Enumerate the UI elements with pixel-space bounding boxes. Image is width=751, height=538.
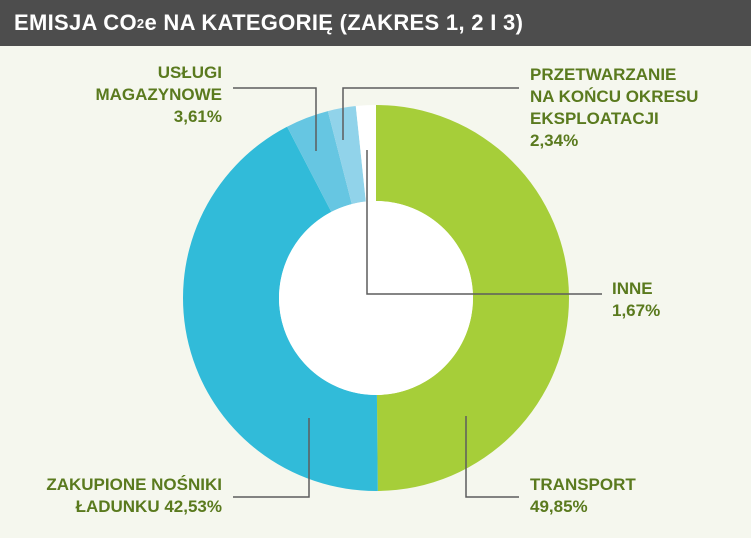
slice-labels: TRANSPORT 49,85% ZAKUPIONE NOŚNIKI ŁADUNKU … <box>46 63 698 516</box>
slice-uslugi-magazynowe <box>287 111 352 212</box>
data-label-transport-1: 49,85% <box>530 497 588 516</box>
leader-line-uslugi-magazynowe <box>233 87 317 151</box>
chart-title-subscript: 2 <box>136 15 145 31</box>
category-label-przetwarzanie-na-koncu-okresu-eksploatacji-1: NA KOŃCU OKRESU <box>530 87 698 106</box>
slice-inne <box>355 105 376 202</box>
data-label-przetwarzanie-na-koncu-okresu-eksploatacji-3: 2,34% <box>530 131 578 150</box>
category-label-przetwarzanie-na-koncu-okresu-eksploatacji-2: EKSPLOATACJI <box>530 109 659 128</box>
slice-transport <box>376 105 570 491</box>
category-label-przetwarzanie-na-koncu-okresu-eksploatacji-0: PRZETWARZANIE <box>530 65 676 84</box>
slice-zakupione-nosniki-ladunku <box>183 126 378 491</box>
data-label-inne-1: 1,67% <box>612 301 660 320</box>
donut-hole <box>279 201 473 395</box>
leader-line-inne <box>366 150 602 295</box>
leader-lines <box>233 87 602 498</box>
category-label-zakupione-nosniki-ladunku-0: ZAKUPIONE NOŚNIKI <box>46 475 222 494</box>
leader-line-przetwarzanie-na-koncu-okresu-eksploatacji <box>342 87 519 140</box>
data-label-uslugi-magazynowe-2: 3,61% <box>174 107 222 126</box>
data-label-zakupione-nosniki-ladunku-1: ŁADUNKU 42,53% <box>76 497 222 516</box>
leader-line-zakupione-nosniki-ladunku <box>233 418 310 498</box>
slice-przetwarzanie-na-koncu-okresu-eksploatacji <box>327 106 366 205</box>
chart-title-suffix: e NA KATEGORIĘ (ZAKRES 1, 2 I 3) <box>144 10 524 35</box>
category-label-transport-0: TRANSPORT <box>530 475 636 494</box>
donut-slices <box>183 105 570 491</box>
chart-title: EMISJA CO 2 e NA KATEGORIĘ (ZAKRES 1, 2 I … <box>0 0 751 46</box>
category-label-uslugi-magazynowe-1: MAGAZYNOWE <box>95 85 222 104</box>
category-label-inne-0: INNE <box>612 279 653 298</box>
chart-title-prefix: EMISJA CO <box>14 10 137 35</box>
category-label-uslugi-magazynowe-0: USŁUGI <box>158 63 222 82</box>
leader-line-transport <box>465 416 519 498</box>
